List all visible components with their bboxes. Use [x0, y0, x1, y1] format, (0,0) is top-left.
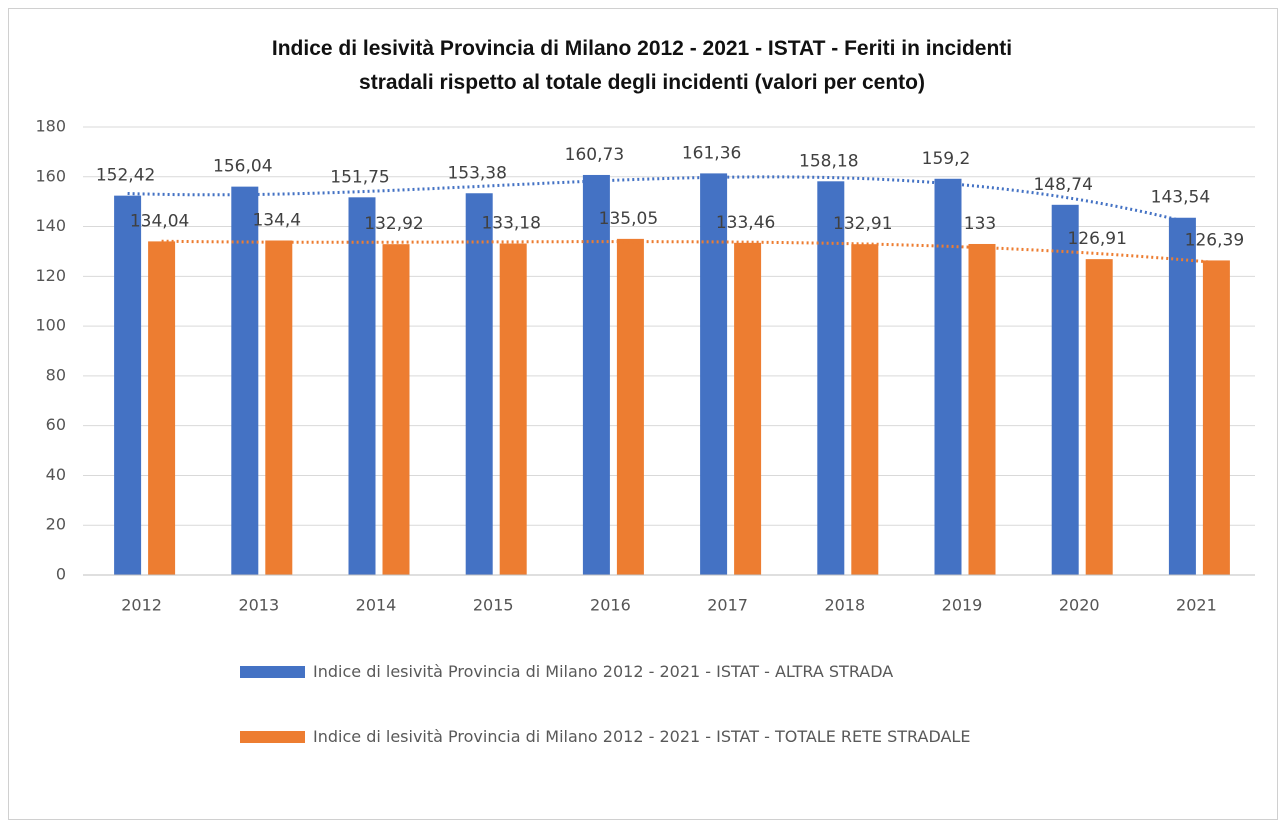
y-tick-label: 0	[56, 565, 66, 584]
legend-label: Indice di lesività Provincia di Milano 2…	[313, 727, 971, 746]
bar	[616, 238, 644, 575]
data-label: 160,73	[565, 145, 624, 165]
x-tick-label: 2014	[356, 596, 397, 615]
x-tick-label: 2020	[1059, 596, 1100, 615]
data-label: 132,91	[833, 214, 892, 234]
bar	[1051, 204, 1079, 575]
bar	[265, 240, 293, 575]
data-label: 126,91	[1067, 229, 1126, 249]
data-label: 143,54	[1151, 188, 1210, 208]
bar	[148, 241, 176, 575]
chart-frame	[8, 8, 1278, 820]
y-tick-label: 80	[46, 365, 66, 384]
bar	[1168, 217, 1196, 576]
y-tick-label: 40	[46, 465, 66, 484]
bar	[934, 178, 962, 575]
bar	[465, 193, 493, 576]
data-label: 158,18	[799, 151, 858, 171]
x-tick-label: 2017	[707, 596, 748, 615]
x-tick-label: 2019	[942, 596, 983, 615]
trendline	[161, 239, 1217, 265]
data-label: 133	[964, 214, 996, 234]
data-label: 133,18	[481, 214, 540, 234]
y-tick-label: 120	[35, 266, 66, 285]
y-tick-label: 100	[35, 316, 66, 335]
data-label: 156,04	[213, 157, 272, 177]
bar	[700, 173, 728, 575]
x-tick-label: 2013	[238, 596, 279, 615]
data-label: 148,74	[1033, 175, 1092, 195]
bar	[968, 243, 996, 575]
data-label: 132,92	[364, 214, 423, 234]
x-tick-label: 2018	[824, 596, 865, 615]
data-label: 134,04	[130, 211, 189, 231]
x-tick-label: 2021	[1176, 596, 1217, 615]
bar	[499, 243, 527, 575]
data-label: 134,4	[252, 210, 301, 230]
bar	[734, 242, 762, 575]
y-tick-label: 140	[35, 216, 66, 235]
bar	[582, 174, 610, 576]
bar	[1202, 260, 1230, 575]
data-label: 133,46	[716, 213, 775, 233]
data-label: 153,38	[447, 163, 506, 183]
data-label: 151,75	[330, 167, 389, 187]
bar	[1085, 259, 1113, 575]
legend-swatch	[240, 731, 305, 743]
bar	[851, 244, 879, 575]
x-tick-label: 2012	[121, 596, 162, 615]
data-label: 126,39	[1185, 230, 1244, 250]
data-label: 152,42	[96, 166, 155, 186]
bar	[382, 244, 410, 576]
y-tick-label: 160	[35, 166, 66, 185]
x-tick-label: 2016	[590, 596, 631, 615]
data-label: 161,36	[682, 143, 741, 163]
y-tick-label: 180	[35, 117, 66, 136]
bar	[231, 186, 259, 575]
bar	[817, 181, 845, 575]
y-tick-label: 20	[46, 515, 66, 534]
chart-title-box: Indice di lesività Provincia di Milano 2…	[0, 32, 1284, 100]
y-tick-label: 60	[46, 415, 66, 434]
trendline	[127, 175, 1183, 223]
legend-label: Indice di lesività Provincia di Milano 2…	[313, 662, 894, 681]
bar	[114, 195, 142, 575]
x-tick-label: 2015	[473, 596, 514, 615]
data-label: 135,05	[599, 209, 658, 229]
legend-swatch	[240, 666, 305, 678]
bar	[348, 197, 376, 576]
data-label: 159,2	[922, 149, 971, 169]
chart-title: Indice di lesività Provincia di Milano 2…	[271, 37, 1013, 94]
